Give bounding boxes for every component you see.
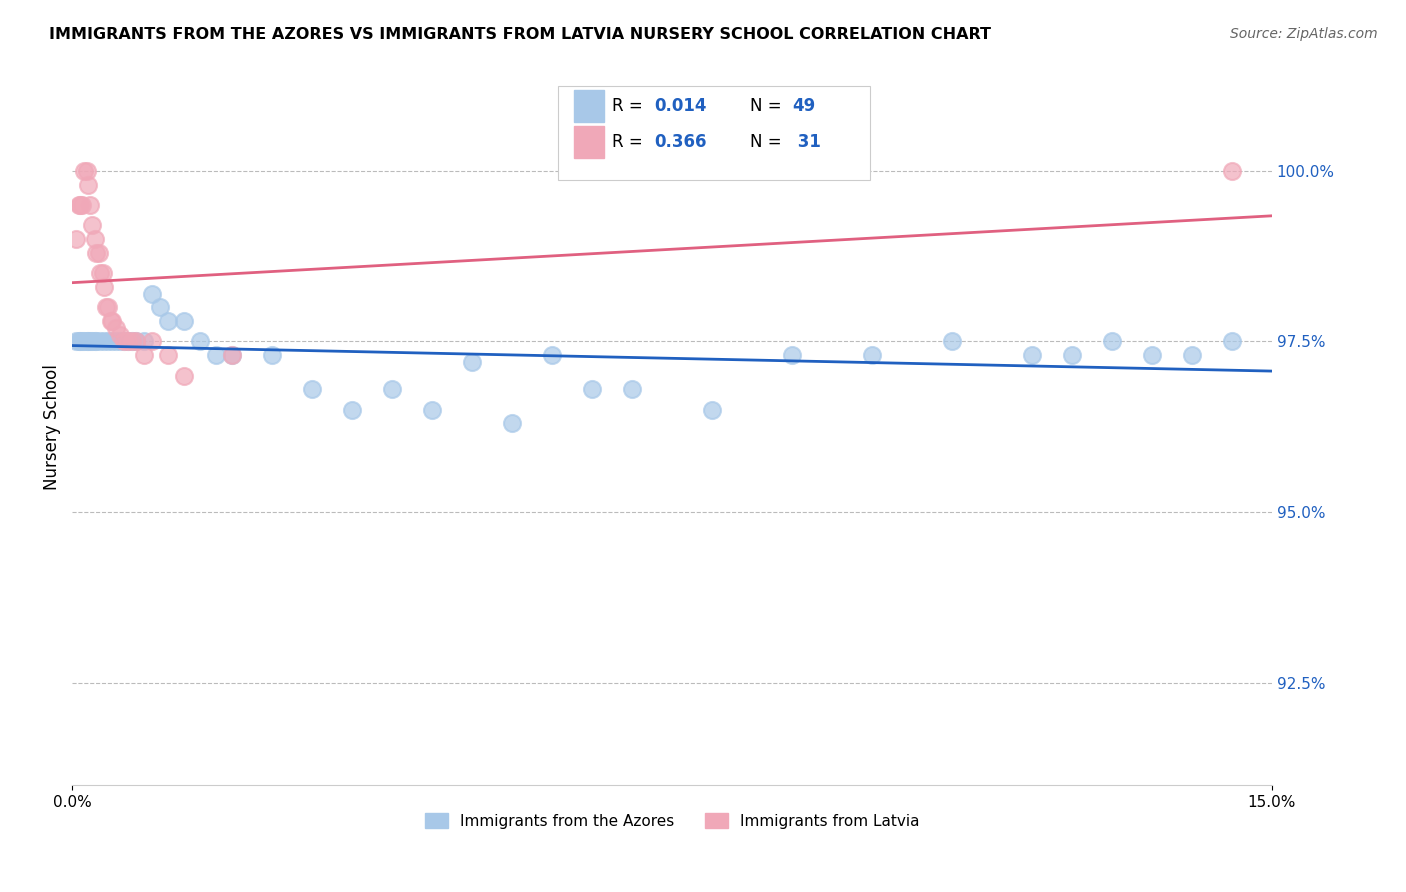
Point [1021,348,1043,362]
Point [97,301,120,315]
Text: 0.014: 0.014 [654,96,707,115]
Point [89,334,111,349]
Point [621,382,644,396]
Point [121,334,143,349]
Point [205,348,228,362]
Point [94,301,117,315]
Point [262,348,284,362]
Point [125,334,148,349]
Point [1181,348,1204,362]
Point [173,314,195,328]
Point [77,334,100,349]
Point [381,382,404,396]
Point [87,245,110,260]
Point [77,178,100,192]
Point [125,334,148,349]
Point [105,334,128,349]
Text: R =: R = [612,133,648,151]
FancyBboxPatch shape [574,126,603,158]
Point [860,348,883,362]
Point [112,334,135,349]
Point [70,334,93,349]
Point [84,334,107,349]
Point [69,198,91,212]
Text: Source: ZipAtlas.com: Source: ZipAtlas.com [1230,27,1378,41]
Point [79,334,101,349]
Text: 49: 49 [792,96,815,115]
Point [100,314,122,328]
Point [1060,348,1083,362]
Point [73,164,96,178]
Point [134,348,156,362]
Point [1220,164,1243,178]
Point [83,334,105,349]
Point [780,348,803,362]
Point [101,334,124,349]
Point [73,334,96,349]
Point [65,232,87,246]
Point [70,198,93,212]
Point [700,402,723,417]
Point [79,198,101,212]
Point [581,382,603,396]
Text: IMMIGRANTS FROM THE AZORES VS IMMIGRANTS FROM LATVIA NURSERY SCHOOL CORRELATION : IMMIGRANTS FROM THE AZORES VS IMMIGRANTS… [49,27,991,42]
Point [82,334,104,349]
Text: N =: N = [749,96,787,115]
Point [69,334,91,349]
Point [420,402,443,417]
Point [149,301,172,315]
Y-axis label: Nursery School: Nursery School [44,364,60,490]
Point [110,334,132,349]
Point [157,348,180,362]
Point [93,280,115,294]
Point [221,348,243,362]
Point [340,402,363,417]
Point [101,314,124,328]
Point [97,334,120,349]
Point [221,348,243,362]
Point [941,334,963,349]
Point [110,327,132,342]
Point [91,266,114,280]
Point [67,334,90,349]
Point [541,348,564,362]
Point [65,334,87,349]
Legend: Immigrants from the Azores, Immigrants from Latvia: Immigrants from the Azores, Immigrants f… [419,806,925,835]
Point [501,417,523,431]
Point [188,334,211,349]
Point [112,334,135,349]
Point [121,334,143,349]
Point [105,321,128,335]
Point [93,334,115,349]
Point [1140,348,1163,362]
Point [84,245,107,260]
Text: 31: 31 [792,133,821,151]
Text: R =: R = [612,96,648,115]
Point [461,355,484,369]
Point [117,334,139,349]
Point [301,382,323,396]
Point [173,368,195,383]
Point [117,334,139,349]
FancyBboxPatch shape [558,87,870,179]
Point [141,334,163,349]
Point [76,334,98,349]
Point [157,314,180,328]
Point [76,164,98,178]
Point [83,232,105,246]
FancyBboxPatch shape [574,90,603,122]
Text: N =: N = [749,133,787,151]
Point [67,198,90,212]
Point [89,266,111,280]
Point [134,334,156,349]
Point [82,219,104,233]
Text: 0.366: 0.366 [654,133,707,151]
Point [1220,334,1243,349]
Point [1101,334,1123,349]
Point [141,286,163,301]
